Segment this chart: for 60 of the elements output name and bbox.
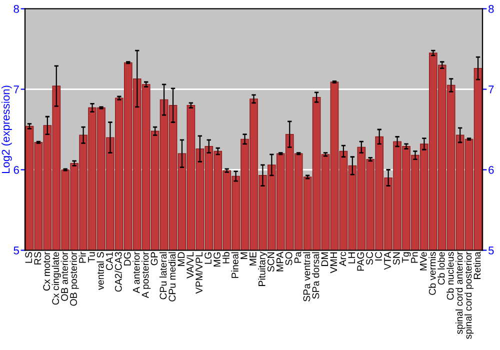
x-tick-label: DM (321, 252, 328, 266)
x-tick-label: OB posterior (70, 252, 79, 306)
x-tick-label: CA1 (106, 252, 113, 270)
x-tick-label: RS (34, 252, 42, 264)
x-tick-label: ME (250, 252, 256, 266)
x-tick-label: VTA (384, 252, 391, 270)
x-tick-label: Pn (411, 252, 418, 263)
x-tick-label: spinal cord anterior (456, 252, 465, 334)
y-tick-label: 8 (14, 5, 19, 13)
x-tick-label: CA2/CA3 (114, 252, 122, 292)
y2-tick-label: 7 (488, 86, 494, 94)
x-tick-label: Pituitary (258, 252, 268, 286)
x-tick-label: OB anterior (60, 252, 68, 301)
x-tick-label: CPu medial (168, 252, 176, 302)
x-tick-label: Cb vermis (428, 252, 436, 295)
x-tick-label: Pa (294, 252, 302, 263)
y-tick-label: 5 (14, 246, 19, 254)
y-axis-title: Log2 (expression) (2, 86, 12, 174)
x-tick-label: MD (178, 252, 184, 266)
x-tick-label: Tu (88, 252, 95, 262)
x-tick-label: LS (25, 252, 32, 263)
y-tick-label: 7 (14, 86, 19, 94)
y2-tick-label: 5 (488, 246, 494, 254)
y2-tick-label: 8 (488, 5, 494, 13)
x-tick-label: DG (124, 252, 131, 266)
y2-tick-label: 6 (488, 166, 494, 174)
x-tick-label: Pineal (231, 252, 238, 278)
x-tick-label: SO (285, 252, 292, 266)
x-tick-label: SPa ventral (303, 252, 310, 302)
x-tick-label: LH (348, 252, 355, 264)
x-tick-label: Cb lobe (438, 252, 445, 285)
x-tick-label: Hb (222, 252, 230, 264)
x-tick-label: MVe (420, 252, 427, 270)
x-tick-label: M (240, 252, 248, 259)
x-tick-label: VPM/VPL (195, 252, 203, 294)
x-tick-label: IC (375, 252, 382, 260)
x-tick-label: Arc (339, 252, 346, 266)
x-tick-label: GP (150, 252, 158, 266)
x-tick-label: Pir (78, 252, 86, 263)
x-tick-label: Tg (402, 252, 411, 263)
x-tick-label: VA/VL (186, 252, 194, 278)
x-tick-label: Cb nucleus (446, 252, 454, 300)
x-tick-label: ventral S (96, 252, 104, 290)
x-tick-label: MG (214, 252, 220, 266)
y-tick-label: 6 (14, 166, 19, 174)
x-tick-label: SN (393, 252, 400, 265)
x-tick-label: A posterior (142, 252, 151, 298)
x-tick-label: Retina (473, 252, 481, 279)
x-tick-label: SC (366, 252, 373, 265)
x-tick-label: VMH (330, 252, 337, 274)
x-tick-label: SPa dorsal (312, 252, 320, 299)
x-tick-label: CPu lateral (160, 252, 167, 300)
x-tick-label: SCN (267, 252, 274, 272)
x-tick-label: LG (204, 252, 212, 264)
x-tick-label: MPA (276, 252, 284, 272)
x-tick-label: Cx cingulate (52, 252, 61, 305)
x-tick-label: Cx motor (43, 252, 50, 291)
x-tick-label: PAG (357, 252, 364, 271)
x-tick-label: spinal cord posterior (464, 252, 474, 339)
x-tick-label: A anterior (132, 252, 140, 294)
